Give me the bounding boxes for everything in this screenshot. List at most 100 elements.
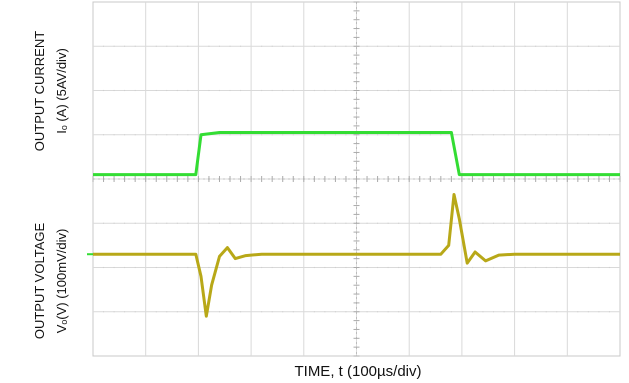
grid-dot: [556, 45, 558, 47]
grid-dot: [524, 89, 526, 92]
grid-dot: [471, 266, 474, 269]
grid-dot: [387, 89, 389, 92]
grid-dot: [429, 266, 431, 269]
grid-dot: [535, 266, 537, 269]
grid-dot: [271, 134, 273, 136]
grid-dot: [324, 89, 326, 92]
grid-dot: [492, 222, 495, 224]
grid-dot: [608, 134, 611, 136]
grid-dot: [282, 45, 284, 47]
grid-dot: [608, 222, 611, 224]
grid-dot: [482, 222, 484, 224]
grid-dot: [239, 222, 242, 224]
grid-dot: [124, 266, 126, 269]
grid-dot: [313, 134, 315, 136]
grid-dot: [587, 89, 589, 92]
grid-dot: [503, 134, 505, 136]
grid-dot: [471, 134, 474, 136]
grid-dot: [134, 222, 136, 224]
grid-dot: [398, 45, 400, 47]
grid-dot: [376, 45, 379, 47]
grid-dot: [271, 222, 273, 224]
grid-dot: [471, 222, 474, 224]
grid-dot: [113, 45, 115, 47]
grid-dot: [419, 266, 421, 269]
grid-dot: [124, 222, 126, 224]
grid-dot: [187, 311, 189, 313]
grid-dot: [282, 222, 284, 224]
grid-dot: [134, 311, 136, 313]
grid-dot: [387, 222, 389, 224]
y-axis-units-current: Iₒ (A) (5AV/div): [54, 48, 69, 134]
grid-dot: [524, 134, 526, 136]
grid-dot: [376, 134, 379, 136]
grid-dot: [429, 89, 431, 92]
grid-dot: [261, 89, 263, 92]
grid-dot: [545, 134, 547, 136]
grid-dot: [376, 311, 379, 313]
grid-dot: [492, 89, 495, 92]
grid-dot: [482, 266, 484, 269]
grid-dot: [124, 311, 126, 313]
grid-dot: [113, 222, 115, 224]
grid-dot: [366, 311, 368, 313]
y-axis-units-voltage: Vₒ(V) (100mV/div): [54, 229, 69, 334]
grid-dot: [545, 45, 547, 47]
grid-dot: [492, 266, 495, 269]
grid-dot: [334, 89, 337, 92]
grid-dot: [545, 89, 547, 92]
grid-dot: [102, 89, 105, 92]
grid-dot: [176, 222, 178, 224]
y-axis-title-current: OUTPUT CURRENT: [32, 31, 47, 151]
grid-dot: [345, 266, 347, 269]
grid-dot: [524, 266, 526, 269]
grid-dot: [282, 266, 284, 269]
grid-dot: [282, 134, 284, 136]
grid-dot: [155, 45, 157, 47]
grid-dot: [155, 222, 157, 224]
grid-dot: [398, 222, 400, 224]
grid-dot: [261, 311, 263, 313]
grid-dot: [482, 89, 484, 92]
grid-dot: [419, 45, 421, 47]
grid-dot: [387, 134, 389, 136]
grid-dot: [577, 45, 579, 47]
grid-dot: [134, 89, 136, 92]
grid-dot: [334, 134, 337, 136]
grid-dot: [587, 45, 589, 47]
grid-dot: [492, 45, 495, 47]
grid-dot: [535, 45, 537, 47]
grid-dot: [556, 134, 558, 136]
grid-dot: [503, 45, 505, 47]
grid-dot: [376, 222, 379, 224]
grid-dot: [208, 89, 210, 92]
grid-dot: [166, 266, 168, 269]
grid-dot: [261, 266, 263, 269]
grid-dot: [229, 222, 231, 224]
grid-dot: [398, 134, 400, 136]
grid-dot: [440, 45, 442, 47]
grid-dot: [176, 266, 178, 269]
grid-dot: [440, 266, 442, 269]
grid-dot: [556, 222, 558, 224]
grid-dot: [398, 311, 400, 313]
grid-dot: [482, 311, 484, 313]
grid-dot: [271, 311, 273, 313]
grid-dot: [366, 266, 368, 269]
grid-dot: [229, 45, 231, 47]
grid-dot: [366, 222, 368, 224]
grid-dot: [102, 311, 105, 313]
grid-dot: [113, 311, 115, 313]
grid-dot: [503, 266, 505, 269]
grid-dot: [387, 266, 389, 269]
grid-dot: [292, 45, 294, 47]
grid-dot: [556, 266, 558, 269]
grid-dot: [450, 45, 452, 47]
grid-dot: [482, 45, 484, 47]
grid-dot: [419, 311, 421, 313]
grid-dot: [535, 311, 537, 313]
grid-dot: [261, 45, 263, 47]
grid-dot: [166, 45, 168, 47]
grid-dot: [218, 45, 221, 47]
grid-dot: [282, 89, 284, 92]
